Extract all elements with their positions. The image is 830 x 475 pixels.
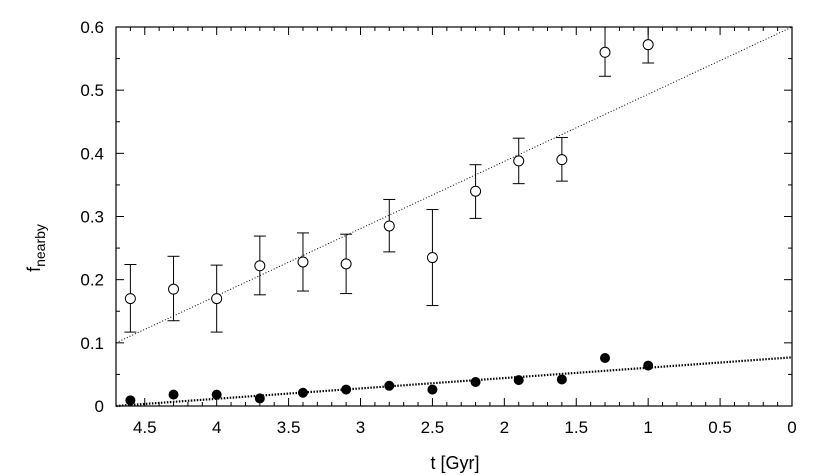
fit-line-open [115, 26, 793, 344]
data-point-open [168, 283, 180, 295]
data-point-open [426, 252, 438, 264]
data-point-filled [427, 384, 438, 395]
data-point-open [470, 185, 482, 197]
data-point-filled [556, 374, 567, 385]
data-point-filled [384, 380, 395, 391]
plot-frame [115, 26, 793, 407]
x-tick-label: 2 [500, 418, 509, 437]
y-tick-label: 0 [95, 397, 104, 416]
data-point-open [642, 39, 654, 51]
y-axis-title: fnearby [24, 224, 48, 272]
data-point-filled [168, 389, 179, 400]
x-tick-label: 3.5 [277, 418, 301, 437]
data-point-open [513, 155, 525, 167]
data-point-filled [297, 387, 308, 398]
x-axis-title: t [Gyr] [431, 453, 480, 473]
error-bars [124, 26, 655, 333]
tick-labels: 4.5 4 3.5 3 2.5 2 1.5 1 0.5 0 0 0.1 0.2 0.3 0.4 0.5 0.6 [80, 18, 796, 437]
x-tick-label: 4 [212, 418, 221, 437]
fit-lines [115, 26, 793, 408]
data-point-filled [513, 375, 524, 386]
y-tick-label: 0.3 [80, 208, 104, 227]
data-points [124, 39, 654, 406]
x-tick-label: 1 [643, 418, 652, 437]
x-tick-label: 1.5 [564, 418, 588, 437]
data-point-filled [600, 352, 611, 363]
data-point-open [211, 293, 223, 305]
data-point-filled [643, 360, 654, 371]
data-point-open [254, 260, 266, 272]
fit-line-filled [115, 356, 793, 408]
y-tick-label: 0.2 [80, 271, 104, 290]
data-point-filled [341, 384, 352, 395]
y-tick-label: 0.4 [80, 144, 104, 163]
y-tick-label: 0.6 [80, 18, 104, 37]
y-tick-label: 0.1 [80, 334, 104, 353]
data-point-open [297, 256, 309, 268]
y-axis-title-main: f [24, 266, 44, 272]
data-point-open [340, 258, 352, 270]
x-tick-label: 3 [356, 418, 365, 437]
x-tick-label: 4.5 [133, 418, 157, 437]
data-point-filled [211, 389, 222, 400]
data-point-open [124, 293, 136, 305]
x-tick-label: 2.5 [421, 418, 445, 437]
x-tick-label: 0.5 [708, 418, 732, 437]
data-point-filled [254, 393, 265, 404]
data-point-open [599, 46, 611, 58]
data-point-filled [470, 376, 481, 387]
data-point-open [383, 220, 395, 232]
axis-ticks [115, 26, 793, 407]
y-tick-label: 0.5 [80, 81, 104, 100]
y-axis-title-subscript: nearby [32, 224, 48, 267]
x-tick-label: 0 [787, 418, 796, 437]
data-point-open [556, 154, 568, 166]
